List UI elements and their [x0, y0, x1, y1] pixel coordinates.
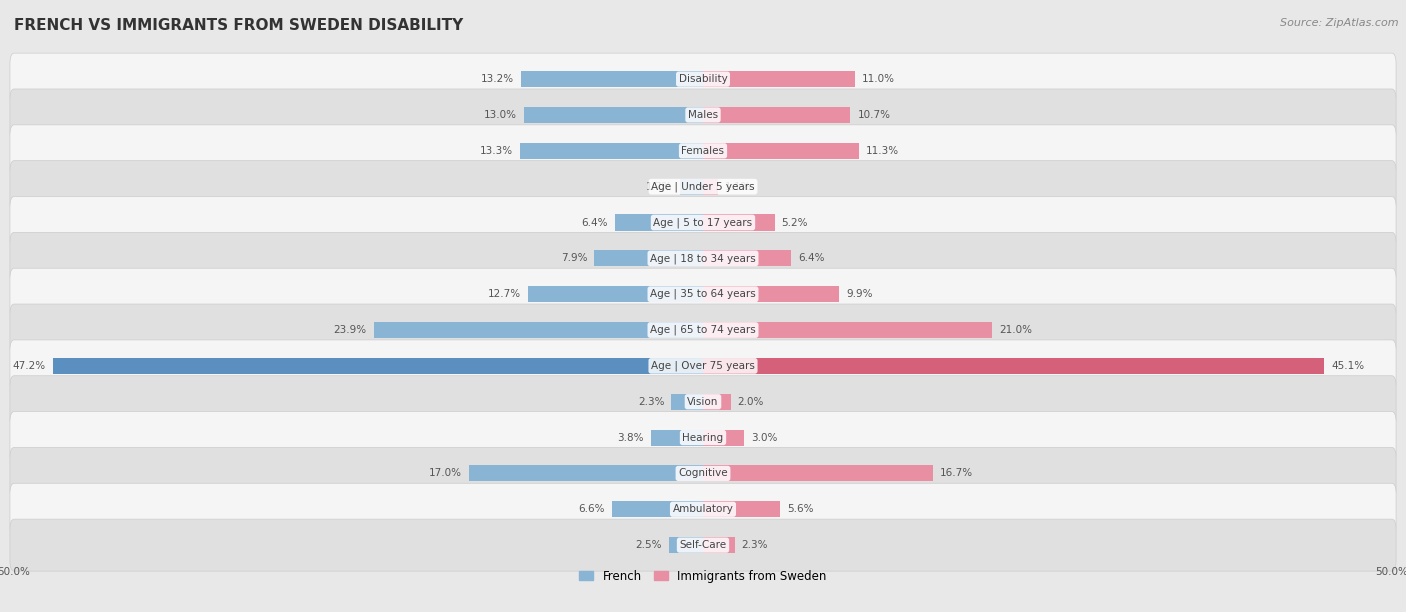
Bar: [703, 107, 851, 123]
Text: Ambulatory: Ambulatory: [672, 504, 734, 514]
FancyBboxPatch shape: [10, 340, 1396, 392]
Text: 2.0%: 2.0%: [738, 397, 763, 407]
Text: 2.5%: 2.5%: [636, 540, 662, 550]
Bar: [612, 501, 703, 517]
FancyBboxPatch shape: [10, 412, 1396, 463]
Bar: [468, 465, 703, 482]
FancyBboxPatch shape: [10, 447, 1396, 499]
Bar: [703, 501, 780, 517]
Bar: [703, 394, 731, 410]
Text: 23.9%: 23.9%: [333, 325, 367, 335]
Text: 10.7%: 10.7%: [858, 110, 890, 120]
Text: Males: Males: [688, 110, 718, 120]
Text: Age | 18 to 34 years: Age | 18 to 34 years: [650, 253, 756, 264]
Text: 21.0%: 21.0%: [1000, 325, 1032, 335]
Bar: [703, 143, 859, 159]
Text: Age | 65 to 74 years: Age | 65 to 74 years: [650, 325, 756, 335]
Bar: [703, 214, 775, 231]
Bar: [374, 322, 703, 338]
Text: Age | 35 to 64 years: Age | 35 to 64 years: [650, 289, 756, 299]
Text: 47.2%: 47.2%: [13, 361, 46, 371]
Bar: [703, 430, 744, 446]
Bar: [703, 71, 855, 87]
Bar: [520, 143, 703, 159]
Text: 1.7%: 1.7%: [647, 182, 672, 192]
Bar: [651, 430, 703, 446]
Text: 2.3%: 2.3%: [638, 397, 665, 407]
Text: 45.1%: 45.1%: [1331, 361, 1364, 371]
Bar: [703, 250, 792, 266]
Bar: [703, 286, 839, 302]
Text: 6.4%: 6.4%: [799, 253, 824, 263]
Bar: [703, 358, 1324, 374]
Text: FRENCH VS IMMIGRANTS FROM SWEDEN DISABILITY: FRENCH VS IMMIGRANTS FROM SWEDEN DISABIL…: [14, 18, 464, 34]
Text: 5.6%: 5.6%: [787, 504, 814, 514]
Text: 1.1%: 1.1%: [725, 182, 752, 192]
Bar: [52, 358, 703, 374]
Text: Females: Females: [682, 146, 724, 156]
Text: Age | Under 5 years: Age | Under 5 years: [651, 181, 755, 192]
FancyBboxPatch shape: [10, 304, 1396, 356]
FancyBboxPatch shape: [10, 268, 1396, 320]
Text: 13.2%: 13.2%: [481, 74, 515, 84]
Text: 11.0%: 11.0%: [862, 74, 894, 84]
Text: Self-Care: Self-Care: [679, 540, 727, 550]
Bar: [703, 179, 718, 195]
Text: 13.3%: 13.3%: [479, 146, 513, 156]
FancyBboxPatch shape: [10, 89, 1396, 141]
Bar: [614, 214, 703, 231]
Legend: French, Immigrants from Sweden: French, Immigrants from Sweden: [575, 565, 831, 588]
Text: 5.2%: 5.2%: [782, 217, 808, 228]
Text: 2.3%: 2.3%: [741, 540, 768, 550]
FancyBboxPatch shape: [10, 196, 1396, 248]
FancyBboxPatch shape: [10, 233, 1396, 285]
Text: 16.7%: 16.7%: [941, 468, 973, 479]
Text: 17.0%: 17.0%: [429, 468, 461, 479]
Text: 7.9%: 7.9%: [561, 253, 588, 263]
Bar: [671, 394, 703, 410]
Text: Cognitive: Cognitive: [678, 468, 728, 479]
FancyBboxPatch shape: [10, 376, 1396, 428]
Text: Age | Over 75 years: Age | Over 75 years: [651, 360, 755, 371]
Bar: [524, 107, 703, 123]
Bar: [522, 71, 703, 87]
Text: 9.9%: 9.9%: [846, 289, 873, 299]
FancyBboxPatch shape: [10, 53, 1396, 105]
Text: Source: ZipAtlas.com: Source: ZipAtlas.com: [1281, 18, 1399, 28]
Bar: [595, 250, 703, 266]
Bar: [703, 322, 993, 338]
Bar: [669, 537, 703, 553]
Bar: [529, 286, 703, 302]
Text: 3.8%: 3.8%: [617, 433, 644, 442]
Text: 3.0%: 3.0%: [751, 433, 778, 442]
FancyBboxPatch shape: [10, 161, 1396, 212]
Bar: [703, 465, 934, 482]
Text: 12.7%: 12.7%: [488, 289, 522, 299]
FancyBboxPatch shape: [10, 483, 1396, 536]
Text: 6.6%: 6.6%: [579, 504, 605, 514]
FancyBboxPatch shape: [10, 125, 1396, 177]
Text: 11.3%: 11.3%: [866, 146, 898, 156]
Bar: [679, 179, 703, 195]
Text: Hearing: Hearing: [682, 433, 724, 442]
Text: 13.0%: 13.0%: [484, 110, 517, 120]
FancyBboxPatch shape: [10, 519, 1396, 571]
Text: 6.4%: 6.4%: [582, 217, 607, 228]
Text: Age | 5 to 17 years: Age | 5 to 17 years: [654, 217, 752, 228]
Bar: [703, 537, 735, 553]
Text: Vision: Vision: [688, 397, 718, 407]
Text: Disability: Disability: [679, 74, 727, 84]
